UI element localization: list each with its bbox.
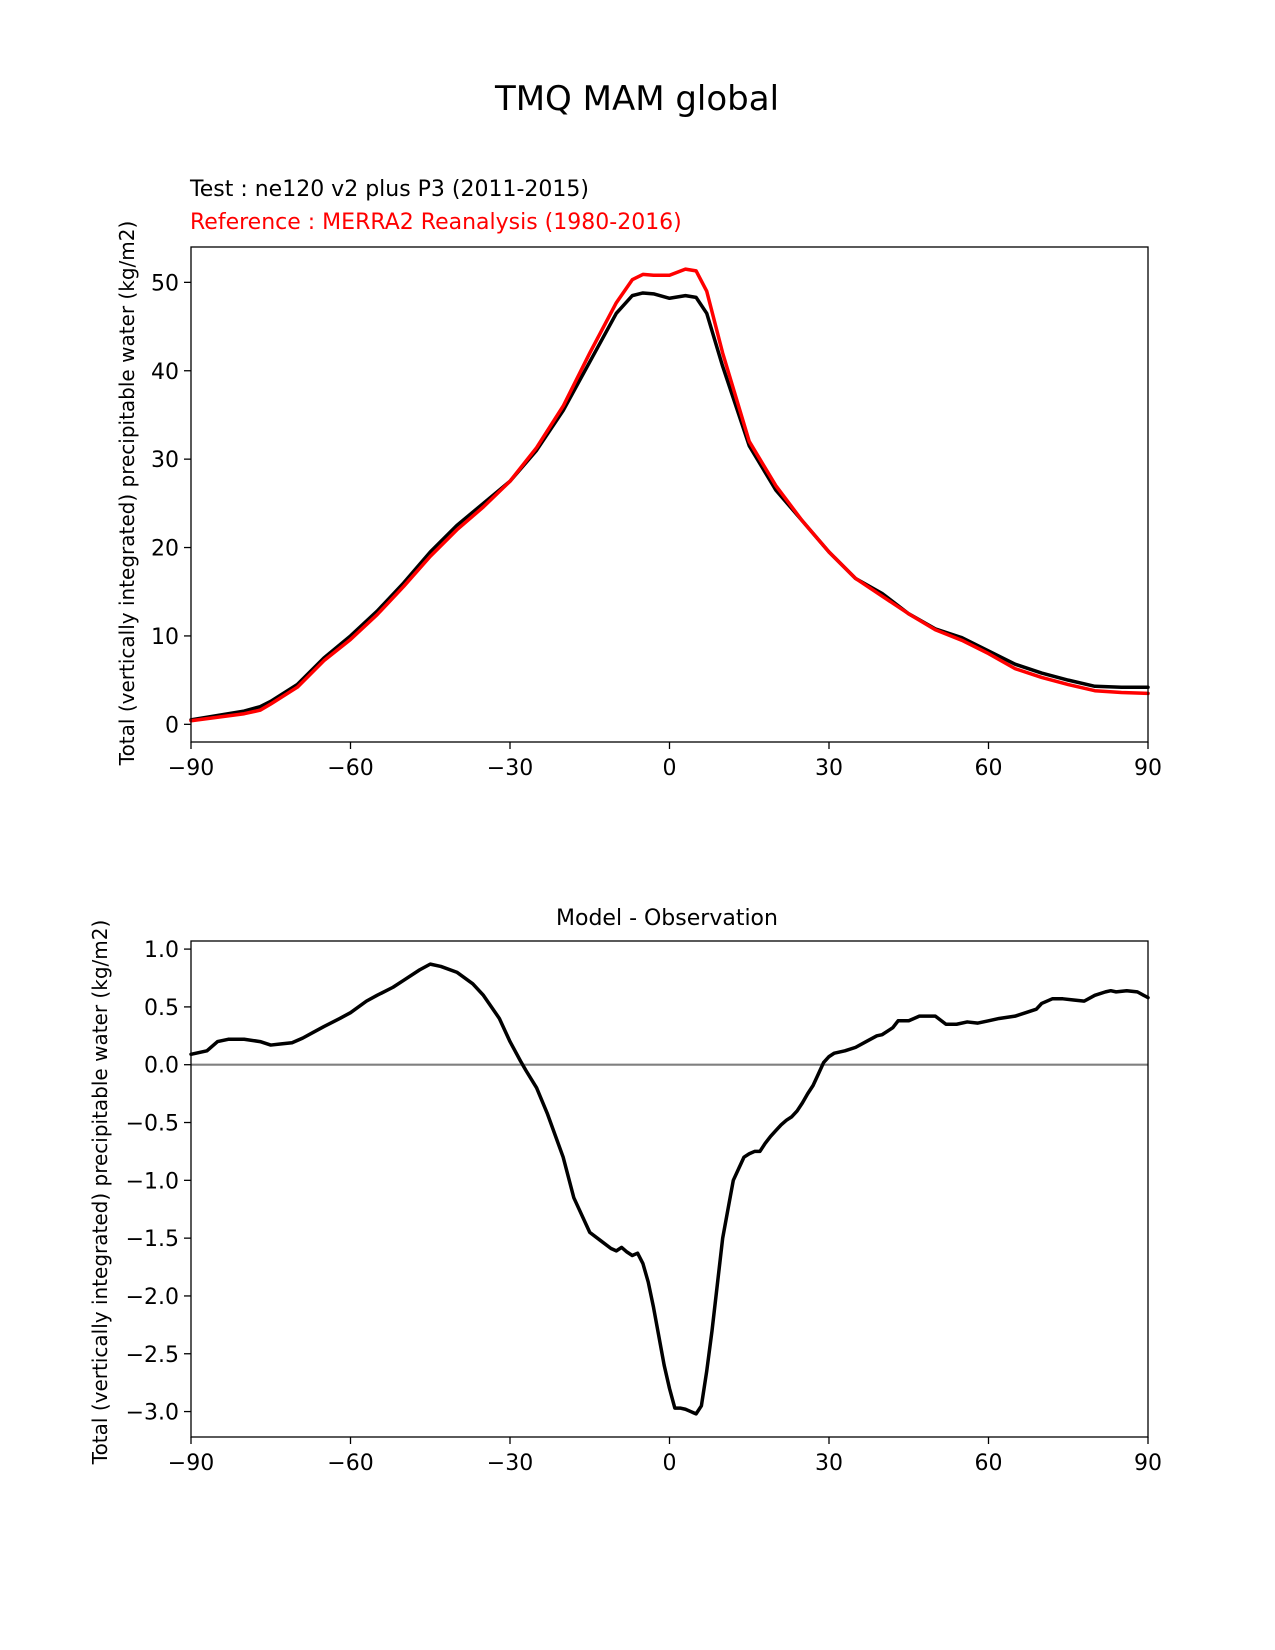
- top-y-tick-label: 10: [151, 625, 179, 650]
- bottom-series-model-observation: [189, 962, 1150, 1416]
- top-x-tick-label: 90: [1134, 756, 1162, 781]
- bottom-y-tick-label: −2.5: [126, 1343, 179, 1368]
- top-x-tick-label: −90: [168, 756, 214, 781]
- bottom-y-tick-label: 0.0: [144, 1054, 179, 1079]
- top-y-tick-label: 20: [151, 537, 179, 562]
- bottom-y-axis-label: Total (vertically integrated) precipitab…: [88, 920, 112, 1466]
- bottom-x-tick-label: 30: [815, 1451, 843, 1476]
- reference-label: Reference : MERRA2 Reanalysis (1980-2016…: [190, 210, 682, 235]
- top-y-tick-label: 40: [151, 360, 179, 385]
- top-x-tick-label: 0: [663, 756, 677, 781]
- bottom-y-tick-label: −1.0: [126, 1169, 179, 1194]
- top-y-axis-label: Total (vertically integrated) precipitab…: [115, 221, 139, 767]
- top-y-tick-label: 30: [151, 448, 179, 473]
- bottom-plot-area: −90 −60 −30 0 30 60 90 1.0 0.5 0.0 −0.5 −1.0 −1.5 −2.…: [126, 938, 1162, 1476]
- top-y-tick-label: 50: [151, 271, 179, 296]
- top-x-tick-label: 30: [815, 756, 843, 781]
- top-panel: Test : ne120 v2 plus P3 (2011-2015) Refe…: [115, 177, 1162, 781]
- top-series-test: [189, 291, 1150, 722]
- bottom-x-tick-label: 0: [663, 1451, 677, 1476]
- bottom-x-tick-label: 60: [975, 1451, 1003, 1476]
- bottom-x-tick-label: −90: [168, 1451, 214, 1476]
- top-y-tick-label: 0: [165, 713, 179, 738]
- test-label: Test : ne120 v2 plus P3 (2011-2015): [189, 177, 589, 202]
- bottom-y-tick-label: −2.0: [126, 1285, 179, 1310]
- bottom-panel-title: Model - Observation: [556, 906, 778, 931]
- top-x-tick-label: 60: [975, 756, 1003, 781]
- figure-title: TMQ MAM global: [494, 79, 779, 119]
- bottom-y-tick-label: 1.0: [144, 938, 179, 963]
- bottom-y-tick-label: −0.5: [126, 1112, 179, 1137]
- top-x-tick-label: −60: [327, 756, 373, 781]
- top-plot-area: −90 −60 −30 0 30 60 90 0 10 20 30 40 50: [151, 246, 1162, 781]
- bottom-y-tick-label: −3.0: [126, 1401, 179, 1426]
- bottom-y-tick-label: −1.5: [126, 1227, 179, 1252]
- bottom-x-tick-label: 90: [1134, 1451, 1162, 1476]
- top-series-reference: [189, 267, 1150, 723]
- bottom-x-tick-label: −30: [487, 1451, 533, 1476]
- bottom-y-tick-label: 0.5: [144, 996, 179, 1021]
- top-x-tick-label: −30: [487, 756, 533, 781]
- bottom-panel: Model - Observation Total (vertically in…: [88, 906, 1162, 1476]
- bottom-x-tick-label: −60: [327, 1451, 373, 1476]
